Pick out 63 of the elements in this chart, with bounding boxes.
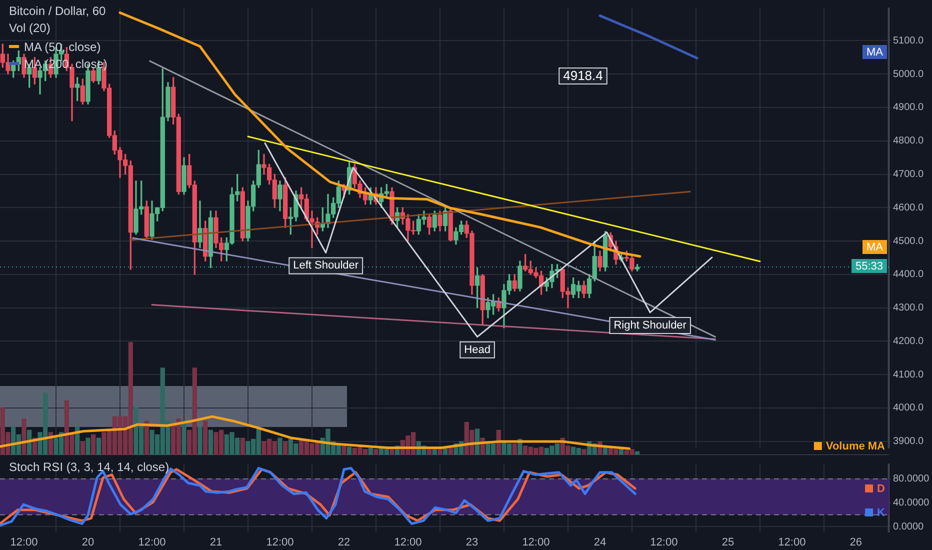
bar bbox=[342, 446, 346, 455]
bar bbox=[80, 441, 85, 455]
bar bbox=[346, 446, 352, 455]
bar bbox=[634, 451, 640, 455]
bar bbox=[90, 434, 96, 455]
bar bbox=[282, 441, 288, 455]
y-tick-label: 5100.0 bbox=[893, 35, 924, 46]
bar bbox=[432, 449, 437, 455]
x-tick-label: 12:00 bbox=[522, 536, 550, 549]
bar bbox=[202, 420, 208, 455]
y-tick-label: 5000.0 bbox=[893, 68, 924, 80]
bar bbox=[512, 443, 517, 455]
x-tick-label: 20 bbox=[82, 536, 94, 549]
bar bbox=[96, 438, 101, 455]
bar bbox=[22, 418, 26, 455]
x-tick-label: 24 bbox=[594, 536, 606, 549]
y-tick-label: 4600.0 bbox=[893, 202, 924, 214]
y-tick-label: 4800.0 bbox=[893, 136, 924, 147]
annotation: Left Shoulder bbox=[293, 260, 359, 272]
annotation: Head bbox=[464, 344, 490, 356]
x-tick-label: 12:00 bbox=[394, 536, 422, 549]
x-tick-label: 26 bbox=[850, 536, 862, 549]
annotation: Right Shoulder bbox=[614, 319, 687, 332]
y-tick-label: 4200.0 bbox=[893, 336, 924, 347]
y-tick-label: 80.0000 bbox=[893, 474, 930, 485]
y-tick-label: 4000.0 bbox=[893, 402, 924, 414]
chart-title: Bitcoin / Dollar, 60 bbox=[8, 4, 107, 18]
x-tick-label: 12:00 bbox=[138, 536, 166, 549]
y-tick-label: 4100.0 bbox=[893, 369, 924, 380]
bar bbox=[86, 438, 90, 455]
y-tick-label: 40.0000 bbox=[893, 498, 930, 509]
annotation: 55:33 bbox=[855, 260, 884, 273]
y-tick-label: 4700.0 bbox=[893, 169, 924, 180]
x-tick-label: 12:00 bbox=[10, 536, 38, 549]
y-tick-label: 4300.0 bbox=[893, 302, 924, 314]
x-tick-label: 21 bbox=[210, 536, 222, 549]
x-tick-label: 12:00 bbox=[266, 536, 294, 549]
y-tick-label: 4400.0 bbox=[893, 269, 924, 280]
annotation: 4918.4 bbox=[563, 68, 603, 84]
bar bbox=[582, 449, 586, 455]
bar bbox=[278, 438, 282, 455]
chart-title: Stoch RSI (3, 3, 14, 14, close) bbox=[8, 460, 170, 474]
annotation: MA bbox=[866, 46, 884, 59]
bar bbox=[198, 426, 202, 455]
y-tick-label: 4900.0 bbox=[893, 102, 924, 114]
bar bbox=[182, 420, 186, 455]
bar bbox=[368, 448, 373, 455]
x-tick-label: 22 bbox=[338, 536, 350, 549]
y-tick-label: 3900.0 bbox=[893, 436, 924, 448]
legend-label: Volume MA bbox=[826, 440, 886, 453]
bar bbox=[374, 449, 378, 455]
annotation: MA bbox=[866, 242, 884, 254]
x-tick-label: 12:00 bbox=[778, 536, 806, 549]
x-tick-label: 12:00 bbox=[650, 536, 678, 549]
y-tick-label: 4500.0 bbox=[893, 236, 924, 247]
legend-label: D bbox=[877, 482, 886, 495]
legend-label: K bbox=[877, 506, 886, 519]
x-tick-label: 23 bbox=[466, 536, 478, 549]
chart-title: Vol (20) bbox=[8, 21, 52, 35]
y-tick-label: 0.0000 bbox=[893, 521, 924, 532]
x-tick-label: 25 bbox=[722, 536, 734, 549]
bar bbox=[208, 430, 213, 455]
bar bbox=[240, 438, 245, 455]
